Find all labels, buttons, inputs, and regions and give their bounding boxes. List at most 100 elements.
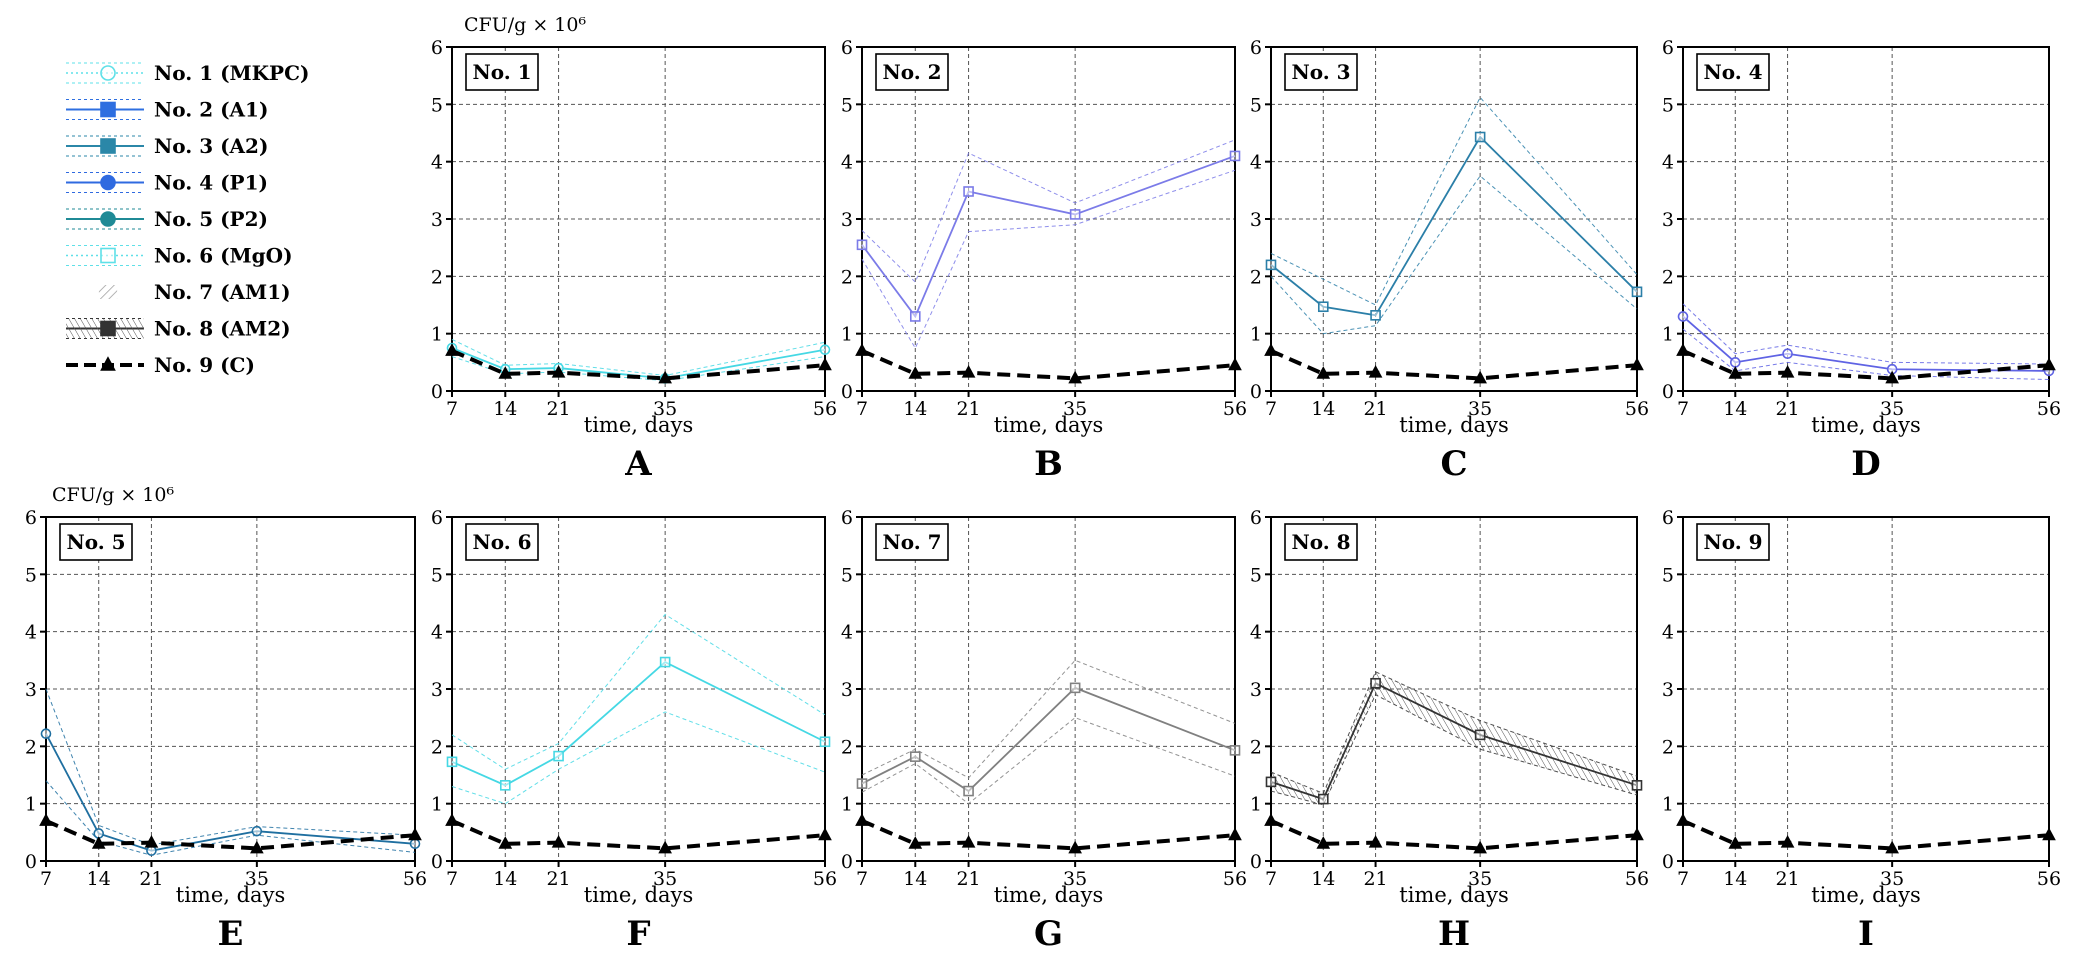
- data-point: [40, 728, 52, 740]
- series-no-9-c: [1264, 813, 1644, 854]
- data-point: [961, 365, 976, 378]
- data-point: [39, 813, 53, 826]
- y-tick-label: 2: [1250, 266, 1262, 288]
- x-tick-label: 14: [1723, 398, 1747, 420]
- data-point: [498, 366, 513, 379]
- series-no-9-c: [855, 813, 1242, 854]
- y-tick-label: 4: [1250, 622, 1262, 644]
- data-point: [1474, 131, 1486, 143]
- x-tick-label: 21: [956, 398, 980, 420]
- series-line: [451, 660, 826, 787]
- data-point: [1631, 286, 1643, 298]
- data-point: [908, 366, 923, 379]
- legend-item: No. 4 (P1): [66, 171, 268, 195]
- panel-title-box: No. 8: [1284, 523, 1358, 561]
- x-tick-label: 35: [1880, 868, 1904, 890]
- data-point: [963, 186, 974, 197]
- y-tick-label: 0: [431, 381, 443, 403]
- data-point: [250, 840, 264, 854]
- x-tick-label: 35: [1468, 868, 1492, 890]
- panel-title: No. 7: [882, 530, 941, 554]
- x-tick-label: 21: [1775, 398, 1799, 420]
- x-tick-label: 21: [546, 398, 570, 420]
- lower-bound-line: [861, 169, 1236, 350]
- y-tick-label: 6: [1250, 37, 1262, 59]
- y-tick-label: 5: [431, 564, 443, 586]
- data-point: [855, 813, 869, 826]
- y-tick-label: 5: [1250, 564, 1262, 586]
- legend-marker-icon: [100, 211, 116, 227]
- panel-title-frame: [1284, 53, 1358, 91]
- data-point: [1885, 370, 1899, 384]
- x-tick-label: 14: [903, 398, 927, 420]
- x-tick-label: 14: [1311, 868, 1335, 890]
- y-tick-label: 3: [841, 209, 853, 231]
- data-point: [1728, 836, 1743, 849]
- data-point: [1728, 366, 1743, 379]
- panel-title: No. 2: [882, 60, 941, 84]
- x-axis-label: time, days: [584, 413, 693, 437]
- legend-label: No. 8 (AM2): [154, 317, 291, 341]
- legend-label: No. 5 (P2): [154, 207, 268, 231]
- data-point: [1069, 682, 1081, 694]
- x-axis-label: time, days: [994, 413, 1103, 437]
- y-tick-label: 4: [431, 622, 443, 644]
- y-tick-label: 3: [1662, 209, 1674, 231]
- panel-title-box: No. 7: [875, 523, 949, 561]
- legend-item: No. 3 (A2): [66, 134, 268, 158]
- data-point: [908, 836, 923, 849]
- legend-marker-icon: [98, 285, 118, 299]
- y-tick-label: 0: [1250, 851, 1262, 873]
- legend-label: No. 1 (MKPC): [154, 61, 309, 85]
- y-tick-label: 5: [1662, 564, 1674, 586]
- data-point: [91, 836, 106, 849]
- data-point: [1676, 813, 1690, 826]
- y-tick-label: 0: [25, 851, 37, 873]
- y-tick-label: 3: [1250, 679, 1262, 701]
- upper-bound-line: [1270, 671, 1638, 794]
- y-tick-label: 5: [431, 94, 443, 116]
- data-point: [1228, 827, 1242, 841]
- y-tick-label: 1: [1250, 324, 1262, 346]
- x-tick-label: 21: [1363, 868, 1387, 890]
- series-no-9-c: [39, 813, 422, 854]
- y-tick-label: 6: [25, 507, 37, 529]
- data-point: [1368, 835, 1383, 848]
- data-point: [1265, 776, 1277, 788]
- x-tick-label: 7: [856, 398, 868, 420]
- x-tick-label: 35: [1063, 868, 1087, 890]
- data-point: [1780, 365, 1795, 378]
- x-tick-label: 14: [903, 868, 927, 890]
- panel-title-frame: [465, 53, 539, 91]
- data-point: [1264, 343, 1278, 356]
- data-point: [1316, 366, 1331, 379]
- legend-marker-icon: [100, 356, 116, 371]
- series-line: [1270, 135, 1638, 317]
- panel-letter: E: [218, 914, 244, 954]
- panel-title: No. 5: [66, 530, 125, 554]
- legend-marker-icon: [100, 101, 116, 118]
- legend-marker-icon: [100, 320, 116, 337]
- series-no-9-c: [1676, 813, 2056, 854]
- legend-item: No. 9 (C): [66, 353, 255, 377]
- y-tick-label: 1: [431, 324, 443, 346]
- panel-letter: C: [1440, 444, 1467, 484]
- x-tick-label: 7: [856, 868, 868, 890]
- lower-bound-line: [451, 356, 826, 382]
- series-line: [1270, 682, 1638, 801]
- data-point: [498, 836, 513, 849]
- x-axis-label: time, days: [176, 883, 285, 907]
- error-band: [1271, 671, 1637, 805]
- legend-marker-icon: [100, 247, 116, 264]
- y-tick-label: 1: [431, 794, 443, 816]
- y-tick-label: 1: [841, 794, 853, 816]
- data-point: [551, 835, 566, 848]
- lower-bound-line: [861, 717, 1236, 805]
- panel-title-frame: [465, 523, 539, 561]
- data-point: [1264, 813, 1278, 826]
- y-tick-label: 3: [841, 679, 853, 701]
- y-tick-label: 2: [1250, 736, 1262, 758]
- y-tick-label: 2: [1662, 266, 1674, 288]
- x-axis-label: time, days: [1399, 883, 1508, 907]
